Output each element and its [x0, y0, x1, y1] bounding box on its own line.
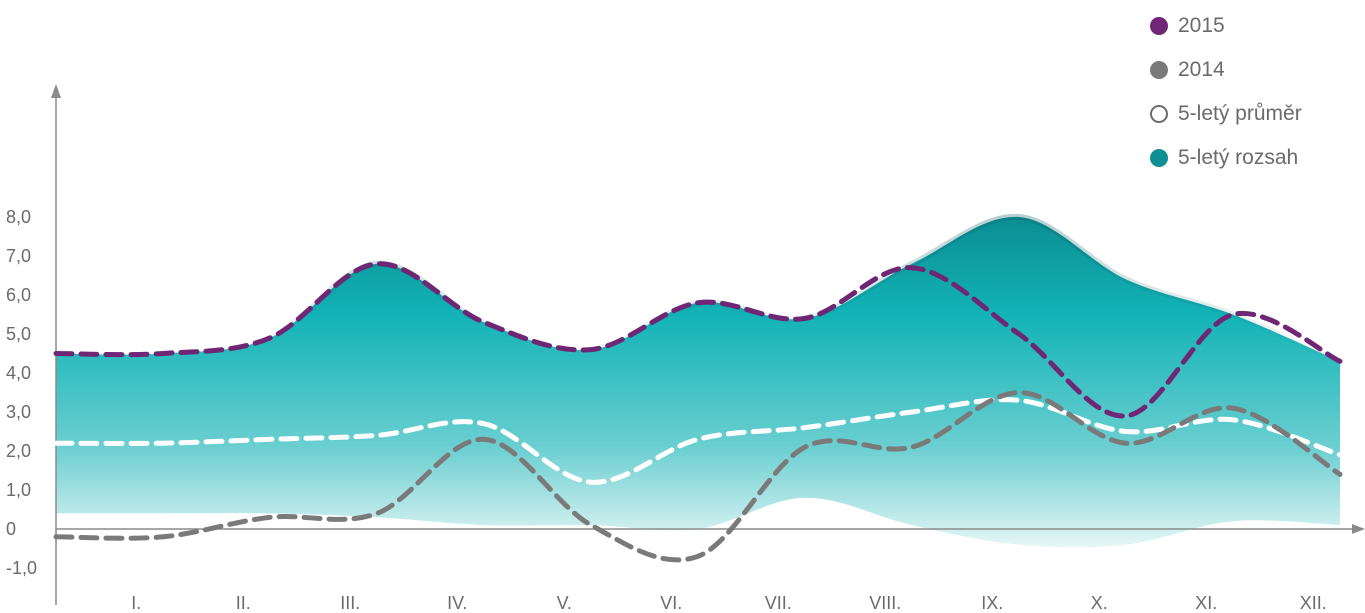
- y-tick-label: 0: [6, 519, 16, 539]
- x-tick-label: V.: [557, 593, 572, 613]
- legend-label: 2014: [1178, 58, 1225, 81]
- legend: 2015 2014 5-letý průměr 5-letý rozsah: [1150, 4, 1302, 180]
- legend-item: 2015: [1150, 4, 1302, 48]
- x-axis-arrow: [1352, 524, 1365, 534]
- legend-item: 2014: [1150, 48, 1302, 92]
- x-tick-label: VI.: [660, 593, 682, 613]
- y-tick-labels: -1,0 0 1,0 2,0 3,0 4,0 5,0 6,0 7,0 8,0: [6, 207, 37, 578]
- legend-item: 5-letý rozsah: [1150, 136, 1302, 180]
- x-tick-label: I.: [131, 593, 141, 613]
- x-tick-label: II.: [236, 593, 251, 613]
- x-tick-label: VII.: [765, 593, 792, 613]
- legend-marker-icon: [1150, 61, 1168, 79]
- x-tick-label: XII.: [1300, 593, 1327, 613]
- y-tick-label: 3,0: [6, 402, 31, 422]
- range-area: [56, 216, 1340, 548]
- legend-marker-icon: [1150, 149, 1168, 167]
- y-axis-arrow: [51, 84, 61, 98]
- legend-label: 2015: [1178, 14, 1225, 37]
- y-tick-label: 7,0: [6, 246, 31, 266]
- series-line-2014: [53, 389, 1343, 563]
- x-tick-label: III.: [340, 593, 360, 613]
- x-tick-label: VIII.: [869, 593, 901, 613]
- x-tick-labels: I. II. III. IV. V. VI. VII. VIII. IX. X. XI. XII.: [131, 593, 1327, 613]
- y-tick-label: 5,0: [6, 324, 31, 344]
- x-tick-label: IX.: [981, 593, 1003, 613]
- y-tick-label: 1,0: [6, 480, 31, 500]
- legend-marker-icon: [1150, 17, 1168, 35]
- series-lines: [53, 261, 1343, 563]
- x-tick-label: X.: [1091, 593, 1108, 613]
- legend-marker-icon: [1150, 105, 1168, 123]
- x-tick-label: IV.: [447, 593, 467, 613]
- y-tick-label: 6,0: [6, 285, 31, 305]
- axes: [51, 84, 1365, 605]
- series-line-2015: [53, 261, 1343, 419]
- y-tick-label: 2,0: [6, 441, 31, 461]
- legend-label: 5-letý průměr: [1178, 102, 1302, 125]
- legend-label: 5-letý rozsah: [1178, 146, 1299, 169]
- range-area-layer: [55, 213, 1342, 548]
- y-tick-label: 4,0: [6, 363, 31, 383]
- y-tick-label: 8,0: [6, 207, 31, 227]
- legend-item: 5-letý průměr: [1150, 92, 1302, 136]
- x-tick-label: XI.: [1195, 593, 1217, 613]
- series-line-prumer: [53, 397, 1343, 485]
- y-tick-label: -1,0: [6, 558, 37, 578]
